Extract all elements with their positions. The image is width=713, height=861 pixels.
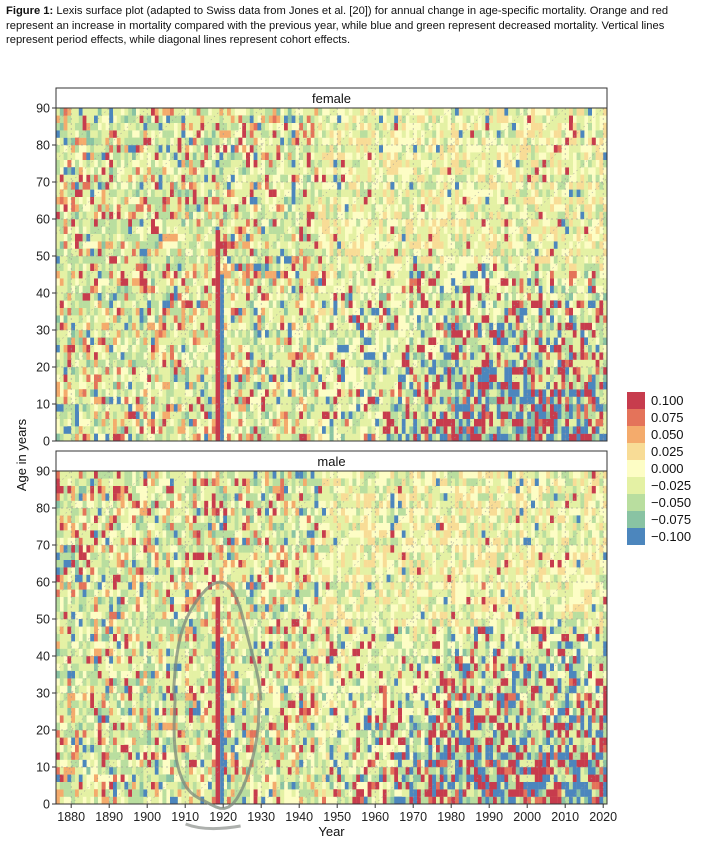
y-tick-label-male-30: 30 — [36, 687, 50, 701]
x-tick-label-1980: 1980 — [437, 810, 465, 824]
legend-swatch-6 — [627, 494, 645, 511]
y-tick-label-female-20: 20 — [36, 361, 50, 375]
legend-swatch-1 — [627, 409, 645, 426]
x-tick-label-2000: 2000 — [513, 810, 541, 824]
x-axis-title: Year — [318, 824, 345, 839]
legend-label-7: −0.075 — [651, 512, 691, 527]
y-tick-label-male-90: 90 — [36, 465, 50, 479]
legend-swatch-2 — [627, 426, 645, 443]
y-tick-label-female-80: 80 — [36, 139, 50, 153]
x-tick-label-2010: 2010 — [551, 810, 579, 824]
x-tick-label-1990: 1990 — [475, 810, 503, 824]
legend-swatch-3 — [627, 443, 645, 460]
x-tick-label-1930: 1930 — [247, 810, 275, 824]
legend-label-8: −0.100 — [651, 529, 691, 544]
y-tick-label-female-60: 60 — [36, 213, 50, 227]
legend-label-6: −0.050 — [651, 495, 691, 510]
x-tick-label-1960: 1960 — [361, 810, 389, 824]
legend-label-1: 0.075 — [651, 410, 684, 425]
period-effect-rebound-male — [220, 637, 224, 804]
x-tick-label-1880: 1880 — [57, 810, 85, 824]
caption-label: Figure 1: — [6, 5, 54, 17]
y-tick-label-male-80: 80 — [36, 502, 50, 516]
hand-drawn-ellipse — [172, 580, 263, 810]
caption-text: Lexis surface plot (adapted to Swiss dat… — [6, 5, 669, 46]
legend-swatch-4 — [627, 460, 645, 477]
y-tick-label-female-90: 90 — [36, 102, 50, 116]
y-tick-label-male-70: 70 — [36, 539, 50, 553]
facet-strip-female — [55, 87, 608, 109]
x-tick-label-1920: 1920 — [209, 810, 237, 824]
facet-label-female: female — [312, 91, 351, 106]
x-tick-label-1890: 1890 — [95, 810, 123, 824]
y-tick-label-female-40: 40 — [36, 287, 50, 301]
period-effect-rebound-female — [220, 274, 224, 441]
x-tick-label-1910: 1910 — [171, 810, 199, 824]
y-tick-label-female-70: 70 — [36, 176, 50, 190]
legend-label-2: 0.050 — [651, 427, 684, 442]
legend-label-4: 0.000 — [651, 461, 684, 476]
y-tick-label-male-40: 40 — [36, 650, 50, 664]
legend-label-0: 0.100 — [651, 393, 684, 408]
hand-drawn-tail — [185, 822, 241, 831]
y-tick-label-male-0: 0 — [43, 798, 50, 812]
legend-label-3: 0.025 — [651, 444, 684, 459]
legend-swatch-7 — [627, 511, 645, 528]
legend-label-5: −0.025 — [651, 478, 691, 493]
y-tick-label-male-60: 60 — [36, 576, 50, 590]
legend: 0.100 0.075 0.050 0.025 0.000 −0.025 −0.050 −0.… — [627, 392, 691, 545]
gridlines-male — [55, 470, 608, 805]
y-tick-label-female-10: 10 — [36, 398, 50, 412]
y-tick-label-male-10: 10 — [36, 761, 50, 775]
y-axis-title: Age in years — [14, 418, 29, 491]
heatmap-cells-female — [56, 108, 608, 442]
y-tick-label-male-20: 20 — [36, 724, 50, 738]
x-tick-label-1940: 1940 — [285, 810, 313, 824]
x-tick-label-1950: 1950 — [323, 810, 351, 824]
y-tick-label-female-0: 0 — [43, 435, 50, 449]
legend-swatch-5 — [627, 477, 645, 494]
period-effect-female — [215, 230, 221, 441]
legend-swatch-0 — [627, 392, 645, 409]
x-tick-label-1970: 1970 — [399, 810, 427, 824]
facet-label-male: male — [317, 454, 345, 469]
figure-caption: Figure 1: Lexis surface plot (adapted to… — [6, 4, 706, 48]
period-effect-male — [215, 596, 221, 804]
y-tick-label-female-50: 50 — [36, 250, 50, 264]
y-tick-label-male-50: 50 — [36, 613, 50, 627]
heatmap-cells-male — [56, 471, 608, 805]
y-tick-label-female-30: 30 — [36, 324, 50, 338]
x-tick-label-2020: 2020 — [589, 810, 617, 824]
x-tick-label-1900: 1900 — [133, 810, 161, 824]
facet-strip-male — [55, 450, 608, 472]
legend-swatch-8 — [627, 528, 645, 545]
